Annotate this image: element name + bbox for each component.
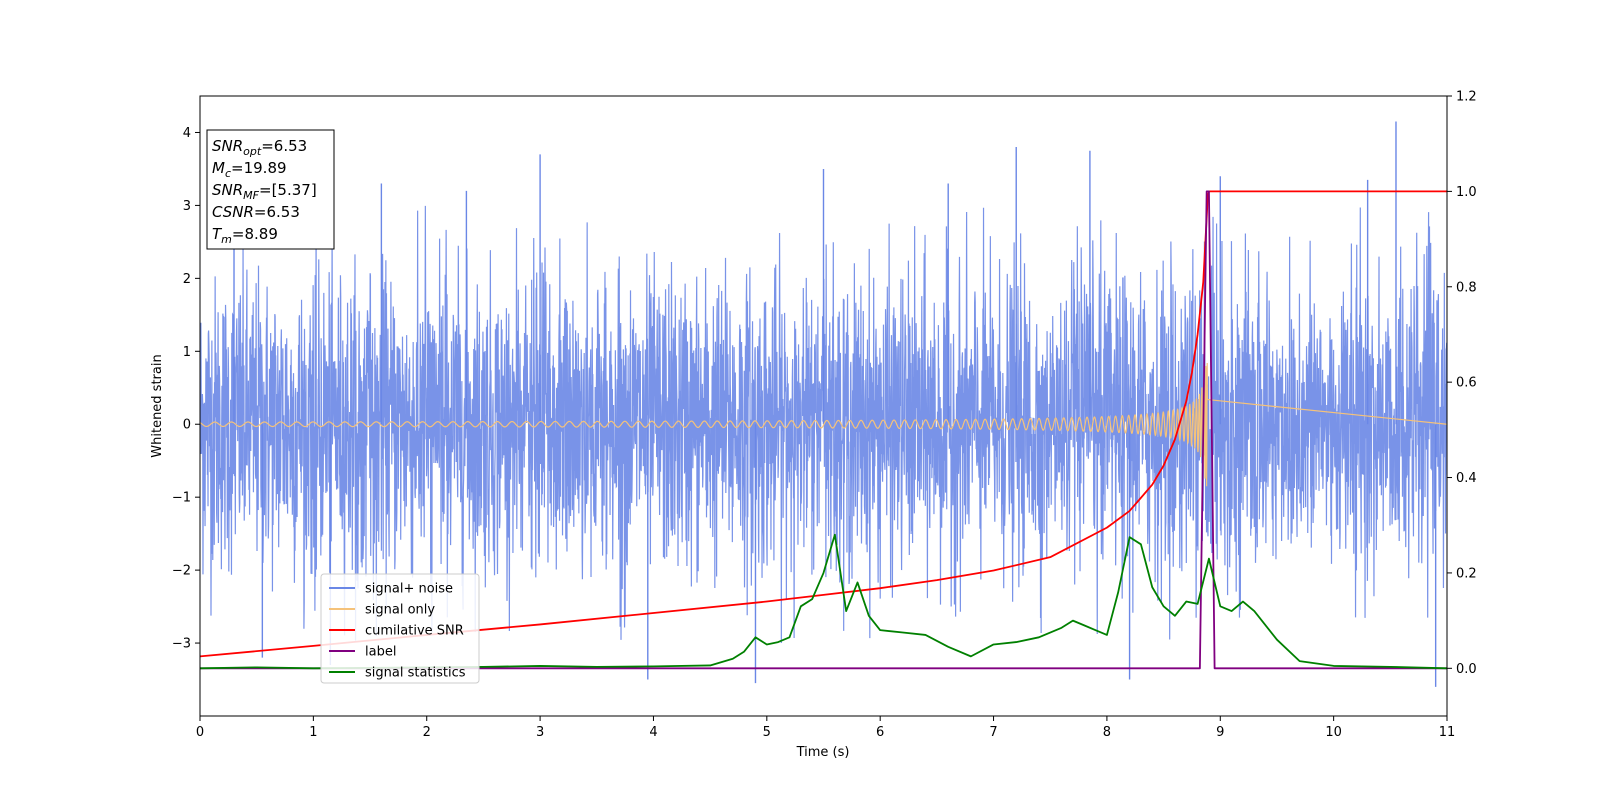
x-tick-label: 11 bbox=[1439, 725, 1456, 740]
y-axis-left: −3 −2 −1 0 1 2 3 4 bbox=[172, 126, 200, 652]
info-subscript: opt bbox=[243, 145, 262, 158]
y-right-tick-label: 0.4 bbox=[1456, 471, 1477, 486]
y-right-tick-label: 0.6 bbox=[1456, 376, 1477, 391]
y-left-tick-label: 4 bbox=[183, 126, 191, 141]
legend-label: signal statistics bbox=[365, 666, 466, 681]
info-subscript: c bbox=[225, 167, 231, 180]
legend: signal+ noise signal only cumilative SNR la… bbox=[320, 573, 480, 684]
series-layer bbox=[200, 121, 1447, 687]
info-value: =8.89 bbox=[232, 225, 278, 243]
info-box-frame bbox=[206, 129, 335, 250]
y-left-tick-label: 2 bbox=[183, 272, 191, 287]
info-value: =6.53 bbox=[254, 203, 300, 221]
legend-label: signal+ noise bbox=[365, 582, 453, 597]
info-value: =[5.37] bbox=[259, 181, 317, 199]
y-left-tick-label: 3 bbox=[183, 199, 191, 214]
x-tick-label: 3 bbox=[536, 725, 544, 740]
y-left-tick-label: −2 bbox=[172, 564, 191, 579]
legend-label: signal only bbox=[365, 603, 435, 618]
info-symbol: SNR bbox=[212, 137, 243, 155]
y-right-tick-label: 1.2 bbox=[1456, 90, 1477, 105]
legend-frame bbox=[320, 573, 480, 684]
x-axis: 0 1 2 3 4 5 6 7 8 9 10 11 bbox=[196, 716, 1455, 740]
x-tick-label: 8 bbox=[1103, 725, 1111, 740]
series-signal-only-line bbox=[200, 363, 1447, 487]
plot-frame bbox=[199, 95, 1448, 717]
series-signal-statistics-line bbox=[200, 533, 1447, 670]
x-tick-label: 5 bbox=[763, 725, 771, 740]
x-tick-label: 4 bbox=[649, 725, 657, 740]
info-value: =6.53 bbox=[261, 137, 307, 155]
y-left-tick-label: −3 bbox=[172, 637, 191, 652]
info-symbol: T bbox=[212, 225, 223, 243]
y-right-tick-label: 0.0 bbox=[1456, 662, 1477, 677]
x-tick-label: 0 bbox=[196, 725, 204, 740]
x-tick-label: 9 bbox=[1216, 725, 1224, 740]
series-label-line bbox=[200, 190, 1447, 670]
y-right-tick-label: 1.0 bbox=[1456, 185, 1477, 200]
x-tick-label: 6 bbox=[876, 725, 884, 740]
info-subscript: m bbox=[221, 233, 232, 246]
y-right-tick-label: 0.8 bbox=[1456, 280, 1477, 295]
info-symbol: SNR bbox=[212, 181, 243, 199]
info-box-line: CSNR=6.53 bbox=[212, 203, 300, 221]
y-axis-right: 0.0 0.2 0.4 0.6 0.8 1.0 1.2 bbox=[1447, 90, 1477, 677]
x-axis-title: Time (s) bbox=[796, 745, 850, 760]
legend-label: label bbox=[365, 645, 396, 660]
info-box-line: Tm=8.89 bbox=[212, 225, 278, 246]
y-left-tick-label: 1 bbox=[183, 345, 191, 360]
info-subscript: MF bbox=[243, 189, 259, 202]
y-right-tick-label: 0.2 bbox=[1456, 566, 1477, 581]
info-symbol: CSNR bbox=[212, 203, 254, 221]
info-value: =19.89 bbox=[231, 159, 287, 177]
info-box-line: SNRopt=6.53 bbox=[212, 137, 307, 158]
y-axis-left-title: Whitened strain bbox=[150, 354, 165, 457]
info-box-line: SNRMF=[5.37] bbox=[212, 181, 317, 202]
y-left-tick-label: −1 bbox=[172, 491, 191, 506]
x-tick-label: 2 bbox=[423, 725, 431, 740]
series-cumilative-snr-line bbox=[200, 190, 1447, 658]
x-tick-label: 1 bbox=[309, 725, 317, 740]
info-box-line: Mc=19.89 bbox=[212, 159, 287, 180]
y-left-tick-label: 0 bbox=[183, 418, 191, 433]
info-symbol: M bbox=[212, 159, 225, 177]
info-box: SNRopt=6.53Mc=19.89SNRMF=[5.37]CSNR=6.53… bbox=[206, 129, 335, 250]
x-tick-label: 7 bbox=[989, 725, 997, 740]
x-tick-label: 10 bbox=[1325, 725, 1342, 740]
legend-label: cumilative SNR bbox=[365, 624, 464, 639]
